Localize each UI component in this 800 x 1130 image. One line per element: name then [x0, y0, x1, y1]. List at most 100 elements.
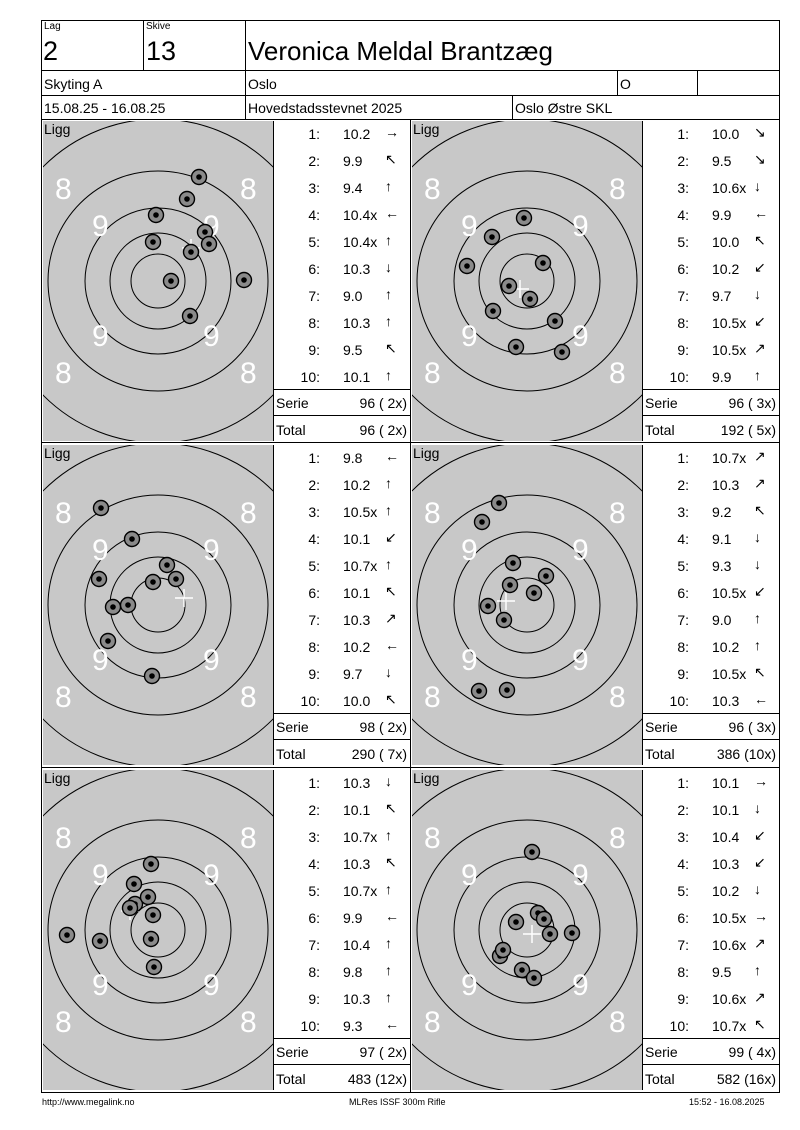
skive-label: Skive: [146, 21, 171, 32]
shot-number: 5:: [308, 234, 320, 250]
shot-score: 10.3: [343, 612, 371, 628]
shot-hole: [494, 941, 512, 959]
serie-row: Serie 96 ( 3x): [642, 714, 780, 741]
direction-arrow-icon: ←: [385, 908, 399, 924]
shot-number: 1:: [677, 126, 689, 142]
ring-label-8: 8: [55, 497, 72, 530]
ring-label-8: 8: [240, 1006, 257, 1039]
target-diagram: 8 8 8 8 9 9 9 9 Ligg: [412, 445, 642, 765]
ring-label-9: 9: [572, 210, 589, 243]
direction-arrow-icon: ←: [385, 637, 399, 653]
shot-number: 6:: [308, 261, 320, 277]
direction-arrow-icon: ↑: [385, 827, 392, 843]
shot-score: 9.9: [712, 207, 732, 223]
direction-arrow-icon: ↖: [385, 800, 397, 816]
shot-hole: [91, 932, 109, 950]
ring-label-9: 9: [92, 969, 109, 1002]
shot-row: 3: 9.4 ↑: [273, 175, 411, 202]
ring-label-8: 8: [240, 822, 257, 855]
shot-score: 10.3: [343, 261, 371, 277]
ring-label-8: 8: [609, 822, 626, 855]
shot-hole: [553, 343, 571, 361]
shot-row: 2: 10.1 ↓: [642, 797, 780, 824]
direction-arrow-icon: ↖: [385, 583, 397, 599]
shot-number: 10:: [300, 369, 320, 385]
shot-hole: [521, 290, 539, 308]
shot-hole: [541, 925, 559, 943]
shot-row: 5: 10.7x ↑: [273, 878, 411, 905]
direction-arrow-icon: ←: [385, 1016, 399, 1032]
center-mark: [497, 592, 515, 610]
direction-arrow-icon: ↖: [385, 691, 397, 707]
shot-number: 10:: [669, 369, 689, 385]
shot-number: 3:: [308, 504, 320, 520]
shot-score: 9.2: [712, 504, 732, 520]
shot-row: 8: 9.8 ↑: [273, 959, 411, 986]
shot-row: 2: 10.3 ↗: [642, 472, 780, 499]
shot-number: 1:: [677, 775, 689, 791]
shot-hole: [534, 254, 552, 272]
direction-arrow-icon: ↖: [754, 232, 766, 248]
ring-label-9: 9: [92, 320, 109, 353]
shot-row: 1: 10.1 →: [642, 770, 780, 797]
position-label: Ligg: [44, 445, 71, 461]
shot-row: 1: 10.7x ↗: [642, 445, 780, 472]
shot-row: 3: 9.2 ↖: [642, 499, 780, 526]
shot-hole: [525, 584, 543, 602]
lag-label: Lag: [44, 21, 61, 32]
shot-number: 3:: [677, 504, 689, 520]
shot-row: 10: 10.7x ↖: [642, 1013, 780, 1040]
ring-label-9: 9: [203, 644, 220, 677]
serie-row: Serie 96 ( 3x): [642, 390, 780, 417]
shot-number: 9:: [308, 991, 320, 1007]
shot-hole: [473, 513, 491, 531]
ring-label-8: 8: [424, 357, 441, 390]
shot-score: 10.0: [343, 693, 371, 709]
shot-score: 10.4: [343, 937, 371, 953]
shot-number: 8:: [677, 964, 689, 980]
ring-label-9: 9: [461, 534, 478, 567]
direction-arrow-icon: ↓: [754, 800, 761, 816]
direction-arrow-icon: ↓: [754, 556, 761, 572]
shot-number: 4:: [308, 856, 320, 872]
ring-label-8: 8: [424, 681, 441, 714]
shot-number: 2:: [308, 802, 320, 818]
direction-arrow-icon: ↗: [754, 989, 766, 1005]
serie-value: 97 ( 2x): [359, 1044, 407, 1060]
shot-hole: [484, 302, 502, 320]
skive-value: 13: [146, 36, 177, 66]
shot-row: 10: 10.0 ↖: [273, 688, 411, 715]
shot-row: 5: 10.7x ↑: [273, 553, 411, 580]
shot-row: 2: 9.5 ↘: [642, 148, 780, 175]
ring-label-8: 8: [240, 681, 257, 714]
shot-score: 9.9: [343, 153, 363, 169]
direction-arrow-icon: ↙: [754, 583, 766, 599]
direction-arrow-icon: ↖: [754, 1016, 766, 1032]
serie-value: 99 ( 4x): [728, 1044, 776, 1060]
series-panel: 8 8 8 8 9 9 9 9 Ligg 1: 10.3 ↓ 2: 10.1 ↖ 3: 10.7x ↑ 4: 10.3…: [43, 770, 411, 1090]
shot-row: 7: 10.3 ↗: [273, 607, 411, 634]
shot-score: 10.7x: [712, 450, 747, 466]
shot-score: 9.7: [712, 288, 732, 304]
shot-score: 10.7x: [343, 558, 378, 574]
shot-hole: [470, 682, 488, 700]
shot-score: 10.1: [712, 775, 740, 791]
shot-score: 10.2: [712, 639, 740, 655]
ring-label-8: 8: [424, 173, 441, 206]
shot-number: 8:: [677, 639, 689, 655]
series-panel: 8 8 8 8 9 9 9 9 Ligg 1: 10.7x ↗ 2: 10.3 ↗ 3: 9.2 ↖ 4: 9.1 ↓ 5…: [412, 445, 780, 765]
ring-label-9: 9: [92, 210, 109, 243]
shot-score: 10.7x: [343, 829, 378, 845]
shot-hole: [182, 243, 200, 261]
direction-arrow-icon: ↑: [385, 881, 392, 897]
shot-number: 3:: [308, 180, 320, 196]
direction-arrow-icon: ↑: [385, 556, 392, 572]
direction-arrow-icon: ↑: [385, 935, 392, 951]
shot-hole: [235, 271, 253, 289]
shot-score: 10.1: [343, 802, 371, 818]
shot-row: 7: 10.4 ↑: [273, 932, 411, 959]
ring-label-9: 9: [572, 859, 589, 892]
direction-arrow-icon: ↑: [754, 367, 761, 383]
direction-arrow-icon: ←: [754, 205, 768, 221]
series-panel: 8 8 8 8 9 9 9 9 Ligg 1: 10.2 → 2: 9.9 ↖ 3: 9.4 ↑ 4: 10.4x ← 5…: [43, 121, 411, 441]
